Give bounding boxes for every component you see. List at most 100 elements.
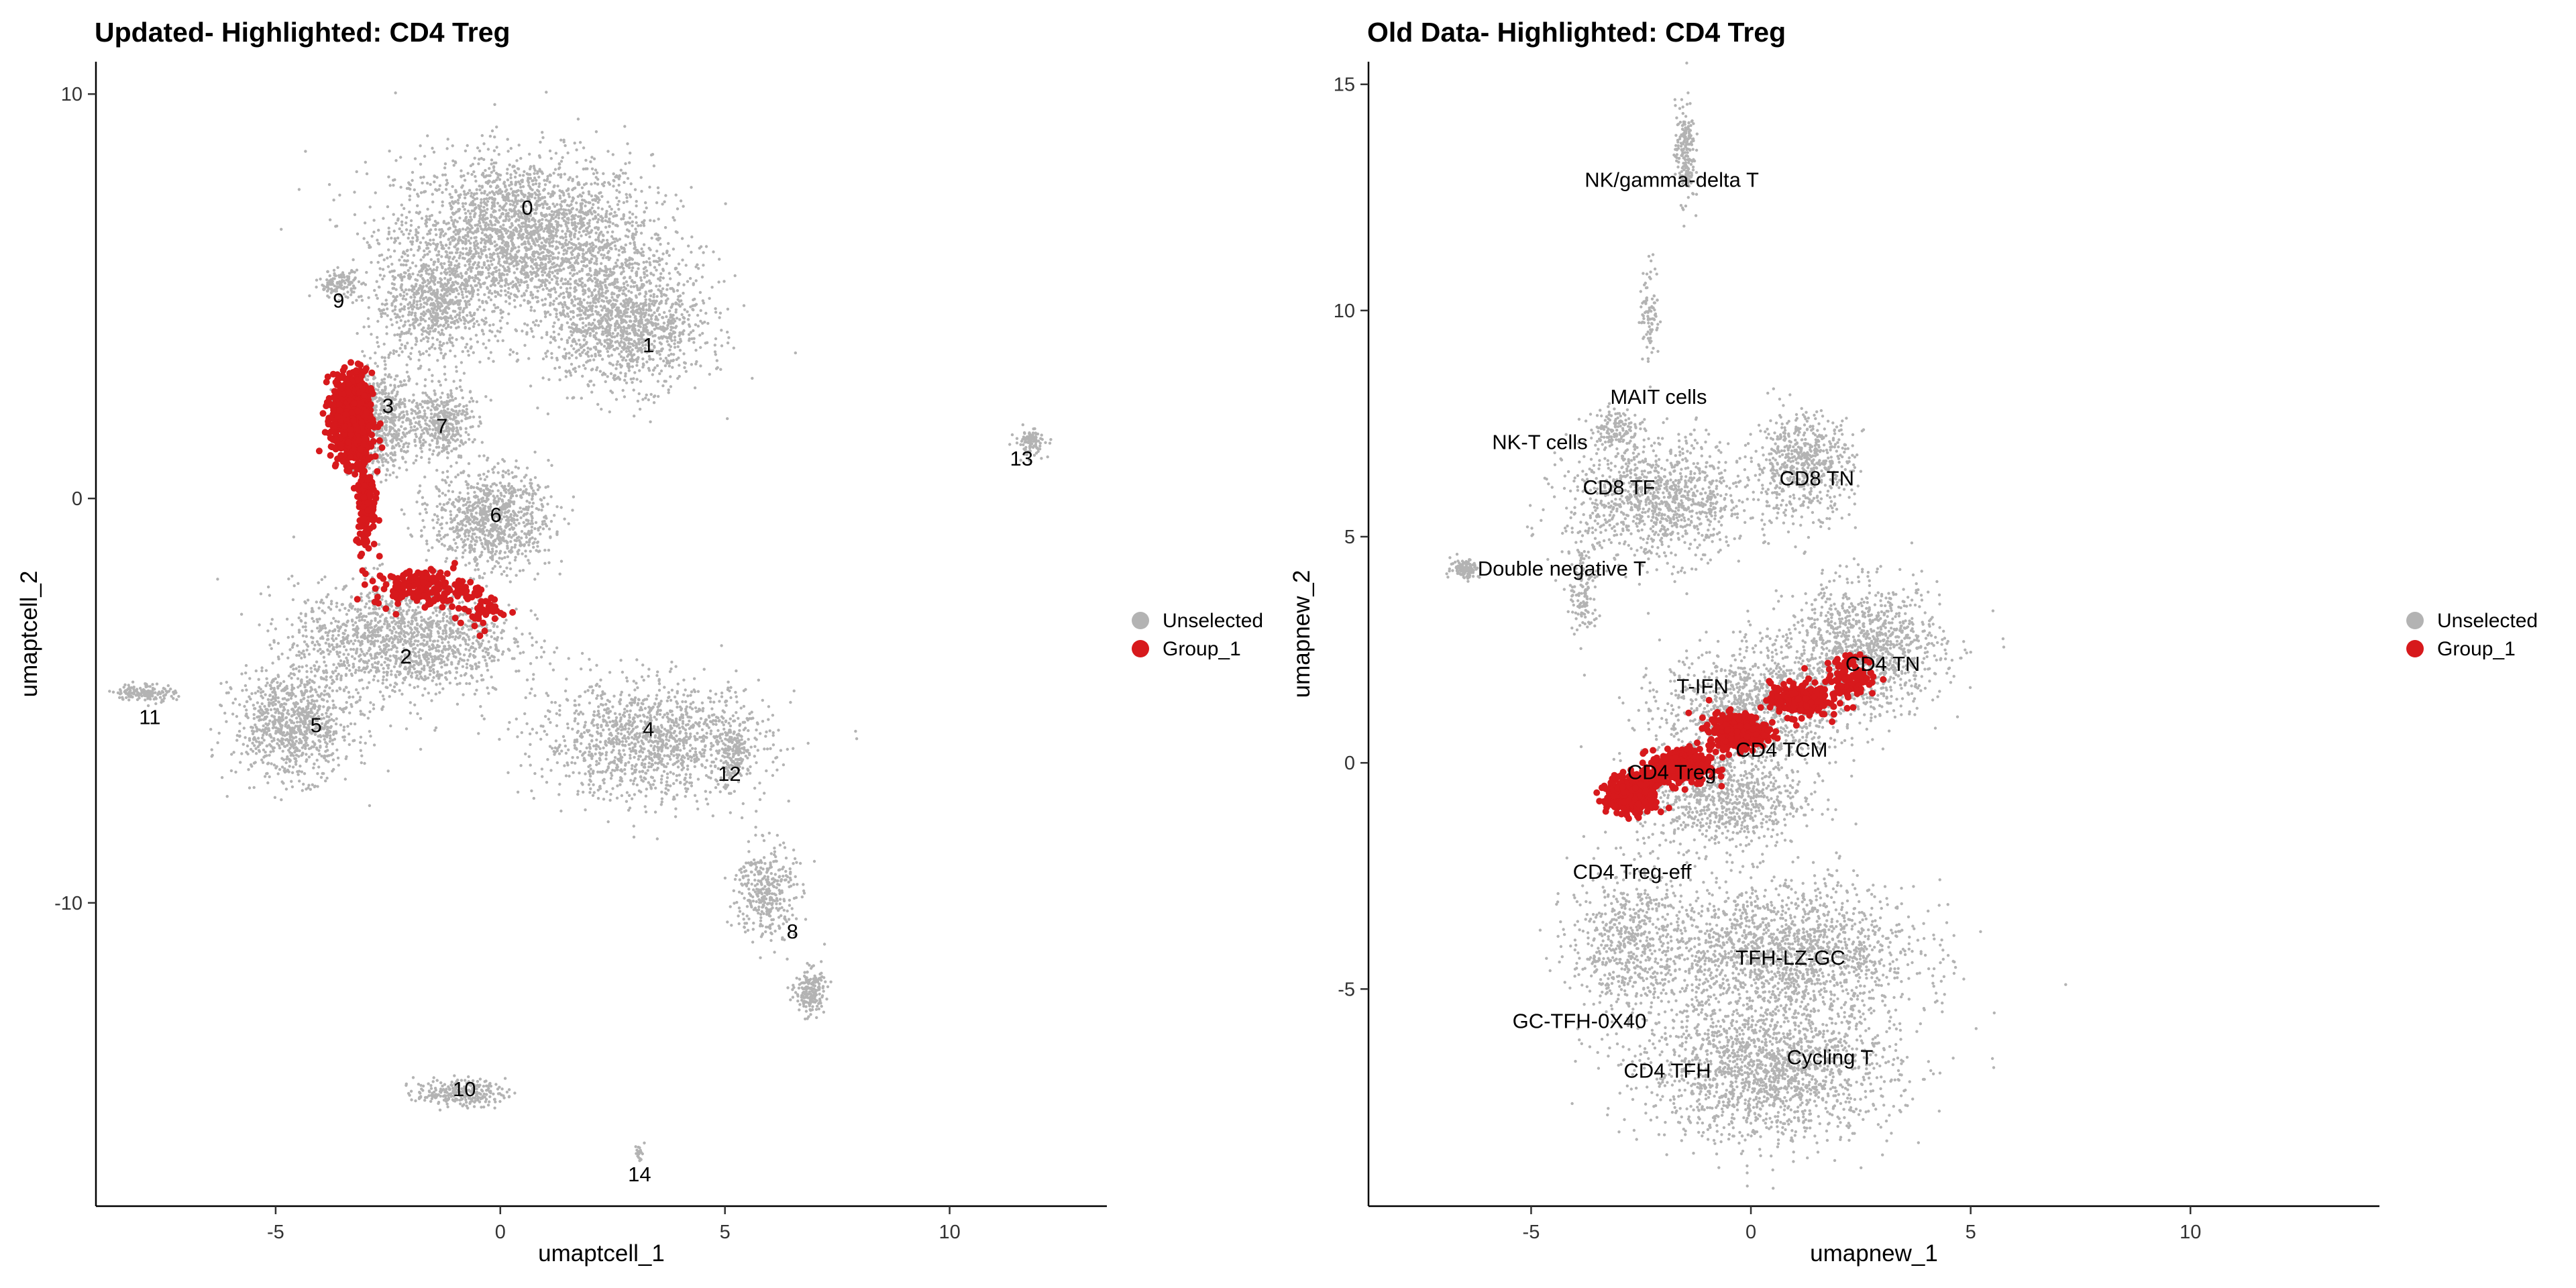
unselected-point [492,166,496,169]
unselected-point [523,322,527,325]
unselected-point [552,213,555,217]
unselected-point [415,278,419,282]
unselected-point [517,189,520,193]
unselected-point [415,282,418,286]
unselected-point [509,230,513,234]
unselected-point [499,289,503,292]
unselected-point [360,294,363,298]
unselected-point [441,298,444,301]
unselected-point [525,272,529,275]
unselected-point [414,264,418,268]
unselected-point [628,331,631,335]
unselected-point [411,289,414,293]
unselected-point [643,294,647,299]
unselected-point [611,303,614,306]
unselected-point [570,333,574,337]
unselected-point [564,370,568,373]
unselected-point [422,337,425,341]
unselected-point [614,299,618,302]
unselected-point [457,292,460,296]
unselected-point [547,292,550,297]
unselected-point [523,170,526,173]
unselected-point [665,262,668,266]
unselected-point [415,307,419,310]
unselected-point [624,374,627,378]
unselected-point [568,336,571,339]
unselected-point [466,235,470,238]
unselected-point [426,246,430,250]
unselected-point [673,339,677,342]
unselected-point [412,254,416,257]
unselected-point [376,297,379,300]
unselected-point [486,207,489,211]
unselected-point [366,317,370,321]
unselected-point [384,299,388,302]
unselected-point [594,277,597,280]
unselected-point [569,317,572,321]
unselected-point [471,294,474,298]
unselected-point [508,353,512,356]
unselected-point [682,316,685,319]
unselected-point [608,299,612,303]
unselected-point [657,256,661,260]
unselected-point [490,158,494,162]
unselected-point [661,315,664,319]
unselected-point [554,152,558,155]
unselected-point [470,345,473,349]
unselected-point [413,188,416,192]
unselected-point [495,243,498,247]
unselected-point [537,196,541,199]
unselected-point [399,286,402,290]
unselected-point [365,270,368,274]
unselected-point [584,200,588,204]
unselected-point [594,298,598,301]
unselected-point [443,352,447,356]
unselected-point [659,349,663,353]
unselected-point [439,352,443,355]
unselected-point [593,334,596,337]
unselected-point [560,200,564,203]
unselected-point [419,241,423,244]
unselected-point [468,189,472,192]
unselected-point [659,369,663,373]
unselected-point [443,271,447,275]
unselected-point [622,313,625,316]
unselected-point [712,250,715,254]
unselected-point [525,255,529,258]
unselected-point [520,236,523,239]
unselected-point [443,166,447,170]
unselected-point [498,264,502,267]
unselected-point [545,239,548,243]
unselected-point [396,333,399,336]
unselected-point [465,252,468,256]
unselected-point [419,322,422,326]
unselected-point [616,309,619,313]
unselected-point [566,396,569,400]
unselected-point [469,266,473,269]
unselected-point [600,253,603,256]
unselected-point [654,232,658,235]
unselected-point [439,272,443,275]
unselected-point [526,323,529,327]
unselected-point [398,241,402,245]
unselected-point [627,229,631,233]
unselected-point [706,321,710,325]
unselected-point [332,268,336,272]
unselected-point [478,207,481,210]
unselected-point [536,407,539,410]
unselected-point [486,286,489,290]
unselected-point [575,148,578,152]
unselected-point [614,248,618,251]
unselected-point [445,183,448,186]
unselected-point [597,292,600,296]
unselected-point [623,285,626,289]
unselected-point [368,356,372,360]
unselected-point [400,307,404,311]
unselected-point [610,391,614,394]
unselected-point [583,242,586,246]
unselected-point [682,320,686,324]
unselected-point [534,225,537,229]
unselected-point [519,189,523,193]
unselected-point [529,327,533,331]
unselected-point [531,250,535,254]
